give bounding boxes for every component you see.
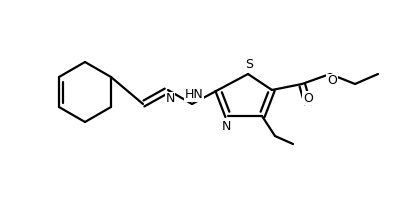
Text: N: N (165, 92, 175, 106)
Text: O: O (303, 92, 313, 105)
Text: HN: HN (185, 88, 203, 102)
Text: S: S (245, 59, 253, 71)
Text: N: N (221, 120, 231, 132)
Text: O: O (327, 74, 337, 88)
